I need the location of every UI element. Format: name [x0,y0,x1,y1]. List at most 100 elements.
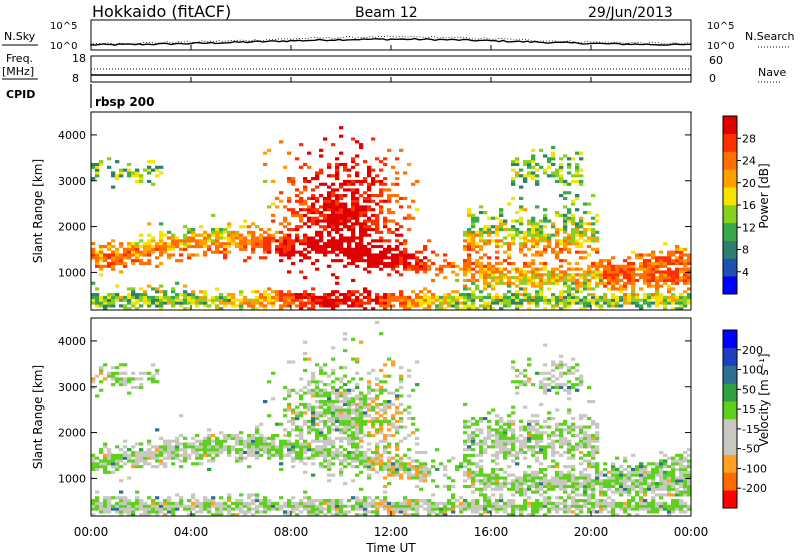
heatmap-cell [299,445,304,449]
heatmap-cell [139,465,144,469]
heatmap-cell [327,442,332,446]
heatmap-cell [275,298,280,302]
heatmap-cell [463,261,468,266]
heatmap-cell [399,476,404,480]
heatmap-cell [287,405,292,409]
heatmap-cell [259,236,264,240]
heatmap-cell [131,371,136,375]
heatmap-cell [463,307,468,311]
heatmap-cell [131,174,136,178]
heatmap-cell [491,408,496,412]
heatmap-cell [527,171,532,175]
heatmap-cell [359,504,364,508]
heatmap-cell [591,422,596,426]
heatmap-cell [367,205,372,209]
heatmap-cell [567,388,572,392]
heatmap-cell [295,239,300,243]
heatmap-cell [399,196,404,200]
heatmap-cell [539,448,544,452]
heatmap-cell [111,465,116,469]
heatmap-cell [119,244,124,249]
heatmap-cell [519,287,524,291]
heatmap-cell [415,504,420,508]
heatmap-cell [387,250,392,254]
heatmap-cell [147,496,152,500]
heatmap-cell [407,264,412,268]
heatmap-cell [339,222,344,226]
heatmap-cell [367,391,372,395]
heatmap-cell [563,222,568,226]
heatmap-cell [123,247,128,251]
heatmap-cell [415,250,420,254]
heatmap-cell [403,513,408,517]
heatmap-cell [527,278,532,283]
heatmap-cell [311,244,316,249]
heatmap-cell [487,267,492,271]
heatmap-cell [355,357,360,361]
heatmap-cell [255,450,260,455]
heatmap-cell [143,242,148,246]
heatmap-cell [395,171,400,175]
heatmap-cell [263,400,268,404]
heatmap-cell [387,239,392,243]
heatmap-cell [487,301,492,305]
heatmap-cell [227,493,232,497]
heatmap-cell [483,301,488,305]
heatmap-cell [427,473,432,477]
heatmap-cell [455,298,460,302]
heatmap-cell [343,301,348,305]
heatmap-cell [667,261,672,266]
heatmap-cell [283,504,288,508]
heatmap-cell [519,482,524,486]
heatmap-cell [295,507,300,511]
heatmap-cell [263,445,268,449]
heatmap-cell [159,507,164,511]
heatmap-cell [571,501,576,505]
heatmap-cell [291,360,296,364]
heatmap-cell [507,465,512,469]
heatmap-cell [567,476,572,480]
heatmap-cell [107,510,112,514]
heatmap-cell [279,253,284,257]
heatmap-cell [107,264,112,268]
heatmap-cell [671,307,676,311]
heatmap-cell [283,216,288,220]
heatmap-cell [175,493,180,497]
heatmap-cell [639,253,644,257]
heatmap-cell [151,445,156,449]
heatmap-cell [599,261,604,266]
heatmap-cell [303,439,308,443]
heatmap-cell [563,179,568,184]
heatmap-cell [519,304,524,308]
heatmap-cell [203,290,208,294]
heatmap-cell [195,233,200,237]
heatmap-cell [307,405,312,409]
heatmap-cell [495,225,500,229]
heatmap-cell [487,284,492,288]
heatmap-cell [571,417,576,421]
heatmap-cell [319,448,324,452]
heatmap-cell [675,278,680,283]
heatmap-cell [159,222,164,226]
heatmap-cell [151,160,156,164]
heatmap-cell [503,298,508,302]
heatmap-cell [551,273,556,277]
heatmap-cell [251,250,256,254]
heatmap-cell [163,301,168,305]
heatmap-cell [123,304,128,308]
heatmap-cell [315,453,320,457]
heatmap-cell [267,250,272,254]
heatmap-cell [527,513,532,517]
heatmap-cell [315,394,320,398]
heatmap-cell [519,276,524,280]
heatmap-cell [567,165,572,169]
heatmap-cell [499,450,504,455]
heatmap-cell [555,211,560,215]
heatmap-cell [515,278,520,283]
heatmap-cell [543,267,548,271]
heatmap-cell [207,445,212,449]
cpid-value: rbsp 200 [95,95,154,109]
heatmap-cell [107,504,112,508]
heatmap-cell [547,484,552,489]
heatmap-cell [323,448,328,452]
